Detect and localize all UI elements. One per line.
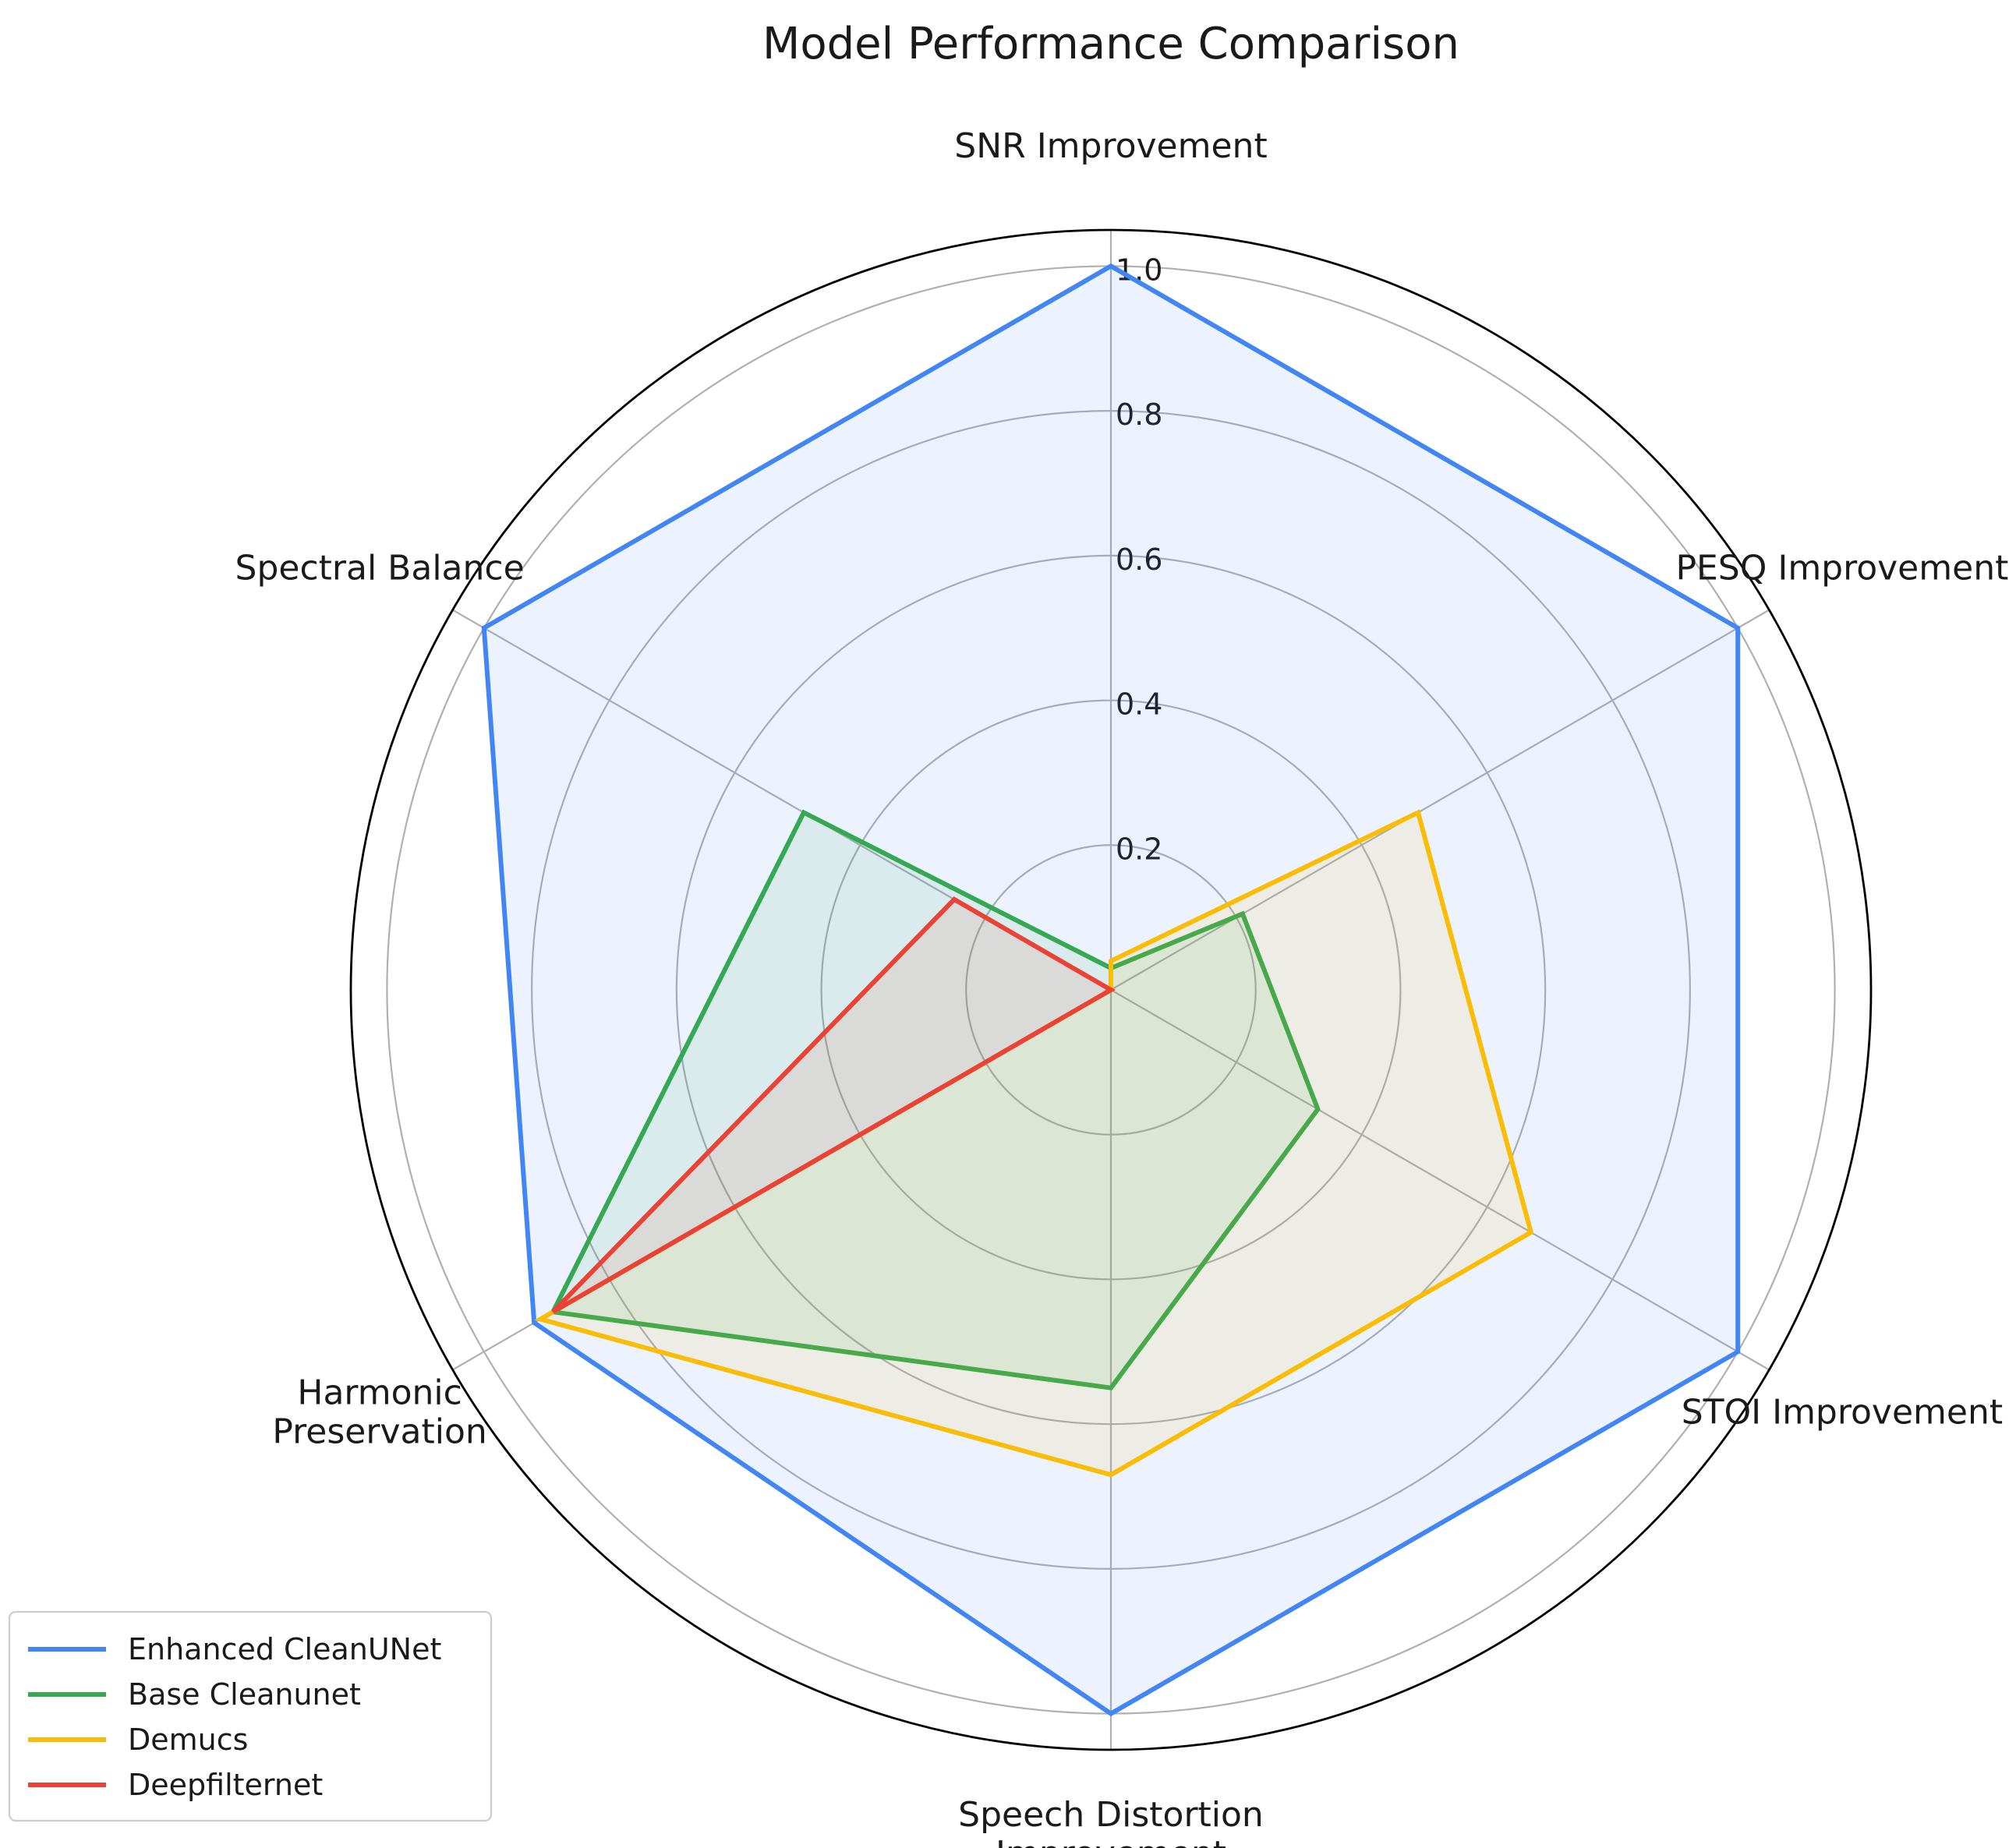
- radar-series: [481, 263, 1741, 1717]
- axis-label: SNR Improvement: [954, 126, 1267, 166]
- radial-tick-label: 0.2: [1116, 832, 1162, 866]
- polar-frame: [349, 228, 1873, 1751]
- axis-label: PESQ Improvement: [1675, 549, 2008, 588]
- axis-label: Improvement: [996, 1834, 1226, 1848]
- series-line: [549, 809, 1321, 1390]
- radar-labels: SNR Improvement PESQ Improvement STOI Impr…: [235, 126, 2009, 1848]
- radial-tick-label: 0.8: [1116, 398, 1162, 432]
- axis-label: Speech Distortion: [958, 1795, 1264, 1835]
- axis-label: STOI Improvement: [1682, 1393, 2003, 1433]
- series-line: [551, 896, 1116, 1314]
- axis-label: Preservation: [272, 1412, 486, 1452]
- legend-label: Enhanced CleanUNet: [128, 1632, 441, 1666]
- series-line: [481, 263, 1741, 1717]
- axis-label: Harmonic: [297, 1373, 462, 1413]
- chart-title: Model Performance Comparison: [762, 19, 1459, 69]
- grid-spoke: [1110, 989, 1770, 1371]
- legend-label: Demucs: [128, 1723, 248, 1757]
- series-area: [540, 812, 1531, 1475]
- series-area: [553, 812, 1318, 1388]
- axis-label: Spectral Balance: [235, 549, 525, 588]
- series-area: [553, 899, 1111, 1313]
- radial-tick-label: 0.6: [1116, 542, 1162, 577]
- legend: Enhanced CleanUNet Base Cleanunet Demucs De…: [8, 1610, 493, 1822]
- legend-label: Base Cleanunet: [128, 1677, 361, 1712]
- legend-label: Deepfilternet: [128, 1768, 323, 1802]
- radial-tick-label: 0.4: [1116, 687, 1162, 722]
- grid-spoke: [1110, 609, 1770, 991]
- legend-box: [8, 1610, 493, 1822]
